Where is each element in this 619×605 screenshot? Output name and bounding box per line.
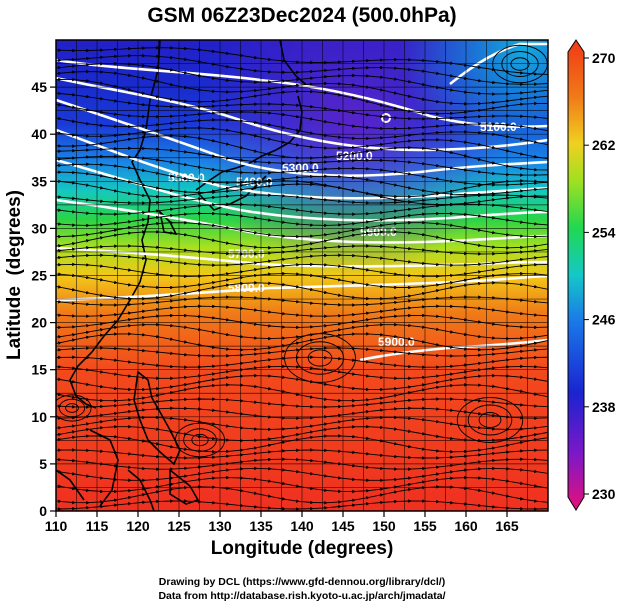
y-axis-label: Latitude (degrees): [4, 190, 25, 360]
x-tick-label: 150: [372, 518, 396, 534]
x-tick-label: 165: [495, 518, 519, 534]
y-tick-label: 45: [31, 79, 47, 95]
lat-lon-grid: [56, 40, 548, 511]
colorbar-tick-label: 262: [592, 137, 616, 153]
x-tick-label: 120: [126, 518, 150, 534]
y-tick-label: 35: [31, 173, 47, 189]
eddy-streamline: [467, 404, 513, 436]
x-tick-label: 145: [331, 518, 355, 534]
x-tick-label: 110: [45, 518, 68, 534]
eddy-streamline: [65, 403, 79, 413]
x-axis-ticks: 110 115 120 125 130 135 140 145 150 155 160 165: [45, 511, 519, 534]
eddy-streamline: [478, 412, 502, 428]
colorbar-tick-label: 238: [592, 399, 616, 415]
colorbar-tick-label: 254: [592, 224, 616, 240]
eddy-streamline: [456, 397, 524, 443]
colorbar-tick-label: 246: [592, 312, 616, 328]
y-tick-label: 25: [31, 268, 47, 284]
x-tick-label: 140: [290, 518, 314, 534]
x-tick-label: 160: [454, 518, 478, 534]
x-tick-label: 125: [167, 518, 191, 534]
x-tick-label: 155: [413, 518, 437, 534]
y-axis-ticks: 0 5 10 15 20 25 30 35 40 45: [31, 79, 56, 519]
contour-label-5100: 5100.0: [480, 120, 517, 134]
y-tick-label: 15: [31, 362, 47, 378]
x-tick-label: 135: [249, 518, 273, 534]
y-tick-label: 20: [31, 315, 47, 331]
y-tick-label: 30: [31, 220, 47, 236]
eddy-streamline: [56, 394, 92, 422]
colorbar-body: [567, 39, 585, 511]
eddy-streamline: [284, 333, 356, 383]
x-tick-label: 115: [86, 518, 109, 534]
colorbar-tick-label: 270: [592, 50, 616, 66]
credit-data: Data from http://database.rish.kyoto-u.a…: [158, 590, 445, 602]
x-tick-label: 130: [208, 518, 232, 534]
eddy-streamline: [307, 349, 333, 367]
plot-area: 5100.0 5200.0 5300.0 5400.0 5500.0 5600.…: [56, 40, 548, 511]
colorbar: 270 262 254 246 238 230: [567, 39, 616, 511]
chart-title: GSM 06Z23Dec2024 (500.0hPa): [147, 4, 456, 27]
y-tick-label: 40: [31, 126, 47, 142]
y-tick-label: 0: [39, 503, 47, 519]
eddy-streamline: [501, 51, 539, 77]
y-tick-label: 5: [39, 456, 47, 472]
colorbar-tick-label: 230: [592, 486, 616, 502]
y-tick-label: 10: [31, 409, 47, 425]
eddy-streamline: [295, 341, 345, 375]
eddy-streamline: [510, 57, 530, 71]
credit-drawing: Drawing by DCL (https://www.gfd-dennou.o…: [159, 576, 445, 588]
colorbar-ticks: 270 262 254 246 238 230: [584, 50, 616, 502]
x-axis-label: Longitude (degrees): [211, 538, 394, 559]
